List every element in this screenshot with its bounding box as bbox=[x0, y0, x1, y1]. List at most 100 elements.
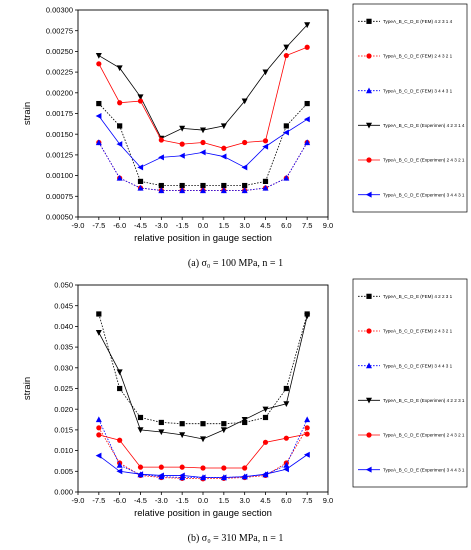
plot-frame bbox=[77, 284, 329, 493]
y-tick-label: 0.00275 bbox=[46, 26, 73, 35]
data-point bbox=[262, 406, 269, 413]
data-point bbox=[220, 474, 227, 481]
data-point bbox=[117, 100, 123, 106]
x-axis-title: relative position in gauge section bbox=[134, 233, 272, 244]
legend-label: TypeA_B_C_D_E (FEM) 4 2 3 1 4 bbox=[383, 19, 453, 24]
series-5 bbox=[96, 431, 310, 471]
y-tick-label: 0.030 bbox=[54, 363, 73, 372]
legend-label: TypeA_B_C_D_E (Experimen) 3 4 4 3 1 bbox=[383, 192, 465, 197]
x-tick-label: -4.5 bbox=[134, 496, 147, 505]
data-point bbox=[95, 112, 102, 119]
data-point bbox=[96, 432, 102, 438]
data-point bbox=[178, 472, 185, 479]
series-3 bbox=[95, 139, 311, 194]
data-point bbox=[95, 330, 102, 336]
y-tick-label: 0.045 bbox=[54, 301, 73, 310]
data-point bbox=[137, 184, 144, 191]
x-tick-label: 6.0 bbox=[281, 221, 291, 230]
data-point bbox=[137, 427, 144, 434]
data-point bbox=[199, 149, 206, 156]
data-point bbox=[158, 429, 165, 436]
x-tick-label: 6.0 bbox=[281, 496, 291, 505]
legend-marker bbox=[366, 293, 372, 299]
data-point bbox=[283, 466, 289, 473]
data-point bbox=[179, 421, 185, 427]
strain-chart-b: -9.0 -7.5 -6.0 -4.5 -3.0 -1.5 0.0 1.5 3.0 4.5 6.0 7… bbox=[22, 278, 468, 519]
data-point bbox=[304, 431, 310, 437]
chart-panel-b: -9.0 -7.5 -6.0 -4.5 -3.0 -1.5 0.0 1.5 3.0 4.5 6.0 7… bbox=[0, 275, 471, 550]
legend-marker bbox=[365, 466, 372, 473]
data-point bbox=[137, 464, 144, 470]
data-point bbox=[158, 137, 164, 143]
legend-label: TypeA_B_C_D_E (FEM) 4 2 2 3 1 bbox=[383, 294, 453, 299]
data-point bbox=[242, 182, 248, 189]
data-point bbox=[158, 182, 164, 189]
y-tick-label: 0.00225 bbox=[46, 68, 73, 77]
y-tick-label: 0.00125 bbox=[46, 151, 73, 160]
data-point bbox=[283, 123, 289, 129]
data-point bbox=[304, 22, 311, 29]
series-1 bbox=[96, 311, 310, 427]
data-point bbox=[221, 182, 227, 189]
y-tick-label: 0.020 bbox=[54, 405, 73, 414]
data-point bbox=[304, 139, 311, 146]
x-tick-label: 1.5 bbox=[219, 496, 229, 505]
data-point bbox=[220, 153, 227, 160]
data-point bbox=[241, 416, 248, 423]
data-point bbox=[179, 141, 185, 147]
data-point bbox=[304, 416, 311, 423]
legend: TypeA_B_C_D_E (FEM) 4 2 3 1 4 TypeA_B_C_D… bbox=[352, 3, 468, 213]
y-axis-title: strain bbox=[22, 102, 33, 125]
data-point bbox=[95, 52, 102, 59]
y-tick-label: 0.00100 bbox=[46, 171, 73, 180]
data-point bbox=[158, 419, 164, 426]
data-point bbox=[179, 432, 186, 439]
y-tick-label: 0.00050 bbox=[46, 213, 73, 222]
legend-label: TypeA_B_C_D_E (FEM) 3 4 4 3 1 bbox=[383, 88, 453, 93]
x-tick-label: 1.5 bbox=[219, 221, 229, 230]
legend-marker bbox=[366, 53, 372, 59]
data-point bbox=[221, 421, 227, 427]
y-axis-title: strain bbox=[22, 377, 33, 400]
chart-caption-a: (a) σ₀ = 100 MPa, n = 1 bbox=[187, 258, 284, 269]
data-point bbox=[200, 436, 206, 443]
x-tick-label: -1.5 bbox=[176, 221, 189, 230]
data-point bbox=[200, 127, 206, 134]
data-point bbox=[283, 461, 290, 468]
legend: TypeA_B_C_D_E (FEM) 4 2 2 3 1 TypeA_B_C_D… bbox=[352, 278, 468, 488]
x-tick-label: -6.0 bbox=[113, 496, 126, 505]
data-point bbox=[158, 472, 164, 479]
data-point bbox=[220, 187, 227, 194]
x-tick-label: -3.0 bbox=[155, 221, 168, 230]
data-point bbox=[221, 145, 227, 151]
data-point bbox=[283, 129, 289, 136]
data-point bbox=[137, 94, 144, 101]
data-point bbox=[283, 401, 290, 408]
data-point bbox=[241, 164, 248, 171]
data-point bbox=[220, 427, 227, 434]
x-tick-label: -3.0 bbox=[155, 496, 168, 505]
data-point bbox=[179, 125, 186, 132]
data-point bbox=[137, 164, 144, 171]
data-point bbox=[262, 138, 269, 144]
y-tick-label: 0.00175 bbox=[46, 109, 73, 118]
data-point bbox=[262, 414, 269, 421]
data-point bbox=[303, 451, 310, 458]
data-point bbox=[262, 439, 269, 445]
chart-caption-b: (b) σ₀ = 310 MPa, n = 1 bbox=[187, 533, 284, 544]
legend-label: TypeA_B_C_D_E (FEM) 3 4 4 3 1 bbox=[383, 363, 453, 368]
data-point bbox=[158, 187, 165, 194]
data-point bbox=[241, 98, 248, 105]
data-point bbox=[137, 471, 144, 478]
data-point bbox=[304, 313, 311, 320]
x-tick-label: 0.0 bbox=[198, 221, 208, 230]
data-point bbox=[95, 452, 102, 459]
data-point bbox=[179, 474, 186, 481]
legend-box bbox=[352, 278, 468, 488]
legend-marker bbox=[366, 328, 372, 334]
series-line bbox=[98, 24, 308, 139]
x-tick-label: 4.5 bbox=[260, 496, 270, 505]
data-point bbox=[179, 464, 185, 470]
x-tick-label: 3.0 bbox=[239, 221, 249, 230]
y-tick-label: 0.00300 bbox=[46, 6, 73, 15]
